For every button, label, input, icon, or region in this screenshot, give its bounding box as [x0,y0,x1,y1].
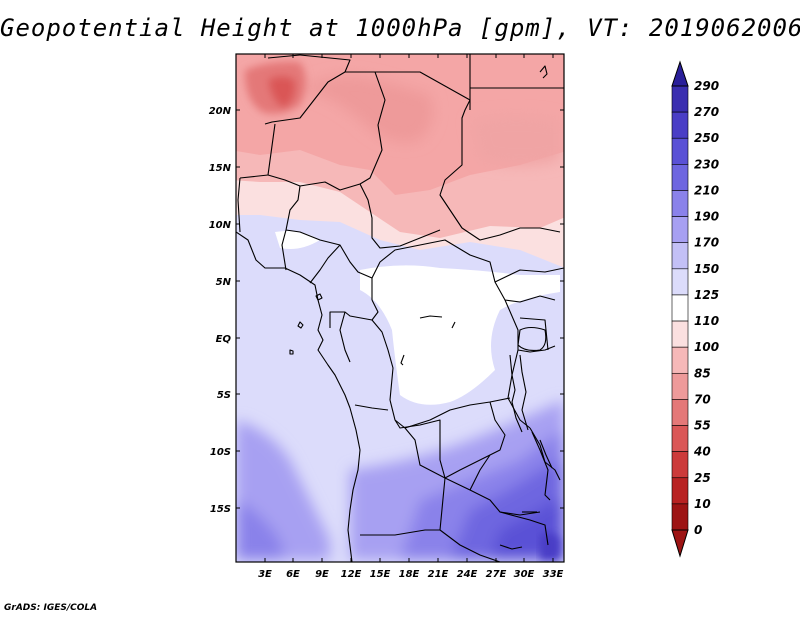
lon-label: 30E [514,569,535,580]
colorbar-label: 230 [694,157,719,171]
colorbar-labels: 2902702502302101901701501251101008570554… [693,79,719,537]
colorbar-label: 190 [694,210,719,224]
colorbar-segment [671,372,689,400]
chart-title: Geopotential Height at 1000hPa [gpm], VT… [0,14,800,42]
lon-label: 12E [341,569,362,580]
lat-label: 10S [210,447,231,458]
lon-label: 18E [399,569,420,580]
colorbar-segment [671,216,689,244]
lat-label: 20N [209,106,232,117]
lon-label: 24E [457,569,478,580]
lat-label: 10N [209,220,232,231]
colorbar-label: 40 [693,445,711,459]
colorbar-label: 210 [694,183,719,197]
grads-credit: GrADS: IGES/COLA [4,603,98,613]
colorbar-label: 250 [694,131,719,145]
colorbar-segment [671,242,689,270]
colorbar-segment [671,503,689,531]
height-field [236,54,564,562]
lat-label: 15N [209,163,232,174]
colorbar-top-arrow [671,60,689,87]
country-borders [236,54,564,562]
colorbar-segment [671,111,689,139]
colorbar: 2902702502302101901701501251101008570554… [671,60,719,558]
colorbar-segment [671,451,689,479]
colorbar-label: 290 [694,79,719,93]
lon-label: 6E [286,569,300,580]
colorbar-label: 70 [694,392,711,406]
colorbar-label: 85 [694,366,711,380]
longitude-axis [264,54,554,562]
colorbar-segment [671,268,689,296]
colorbar-segment [671,137,689,165]
colorbar-label: 150 [694,262,719,276]
colorbar-segment [671,320,689,348]
lon-label: 21E [428,569,449,580]
lat-label: EQ [216,334,232,345]
colorbar-label: 270 [694,105,719,119]
colorbar-label: 0 [694,523,702,537]
map-frame [235,53,565,563]
colorbar-segment [671,477,689,505]
colorbar-segment [671,85,689,113]
lon-label: 3E [258,569,272,580]
colorbar-label: 25 [694,471,711,485]
lon-label: 33E [543,569,564,580]
colorbar-segments [671,85,689,531]
colorbar-segment [671,164,689,191]
colorbar-segment [671,294,689,322]
lon-label: 15E [370,569,391,580]
colorbar-label: 10 [694,497,711,511]
colorbar-segment [671,399,689,426]
latitude-axis [236,109,564,509]
colorbar-label: 170 [694,236,719,250]
lat-label: 5S [217,390,231,401]
colorbar-segment [671,346,689,374]
colorbar-label: 110 [694,314,719,328]
colorbar-segment [671,425,689,452]
colorbar-label: 100 [694,340,719,354]
longitude-labels: 3E 6E 9E 12E 15E 18E 21E 24E 27E 30E 33E [258,569,563,580]
colorbar-label: 55 [694,419,711,433]
lon-label: 9E [315,569,329,580]
lat-label: 15S [210,504,231,515]
latitude-labels: 20N 15N 10N 5N EQ 5S 10S 15S [209,106,232,515]
colorbar-segment [671,190,689,217]
colorbar-bottom-arrow [671,529,689,558]
lat-label: 5N [216,277,232,288]
colorbar-label: 125 [694,288,719,302]
lon-label: 27E [486,569,507,580]
